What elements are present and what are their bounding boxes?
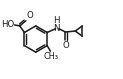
Text: HO: HO [1,20,14,29]
Text: H: H [53,16,59,25]
Text: N: N [53,24,59,33]
Text: O: O [63,41,70,50]
Text: CH₃: CH₃ [43,52,58,61]
Text: O: O [26,11,33,20]
